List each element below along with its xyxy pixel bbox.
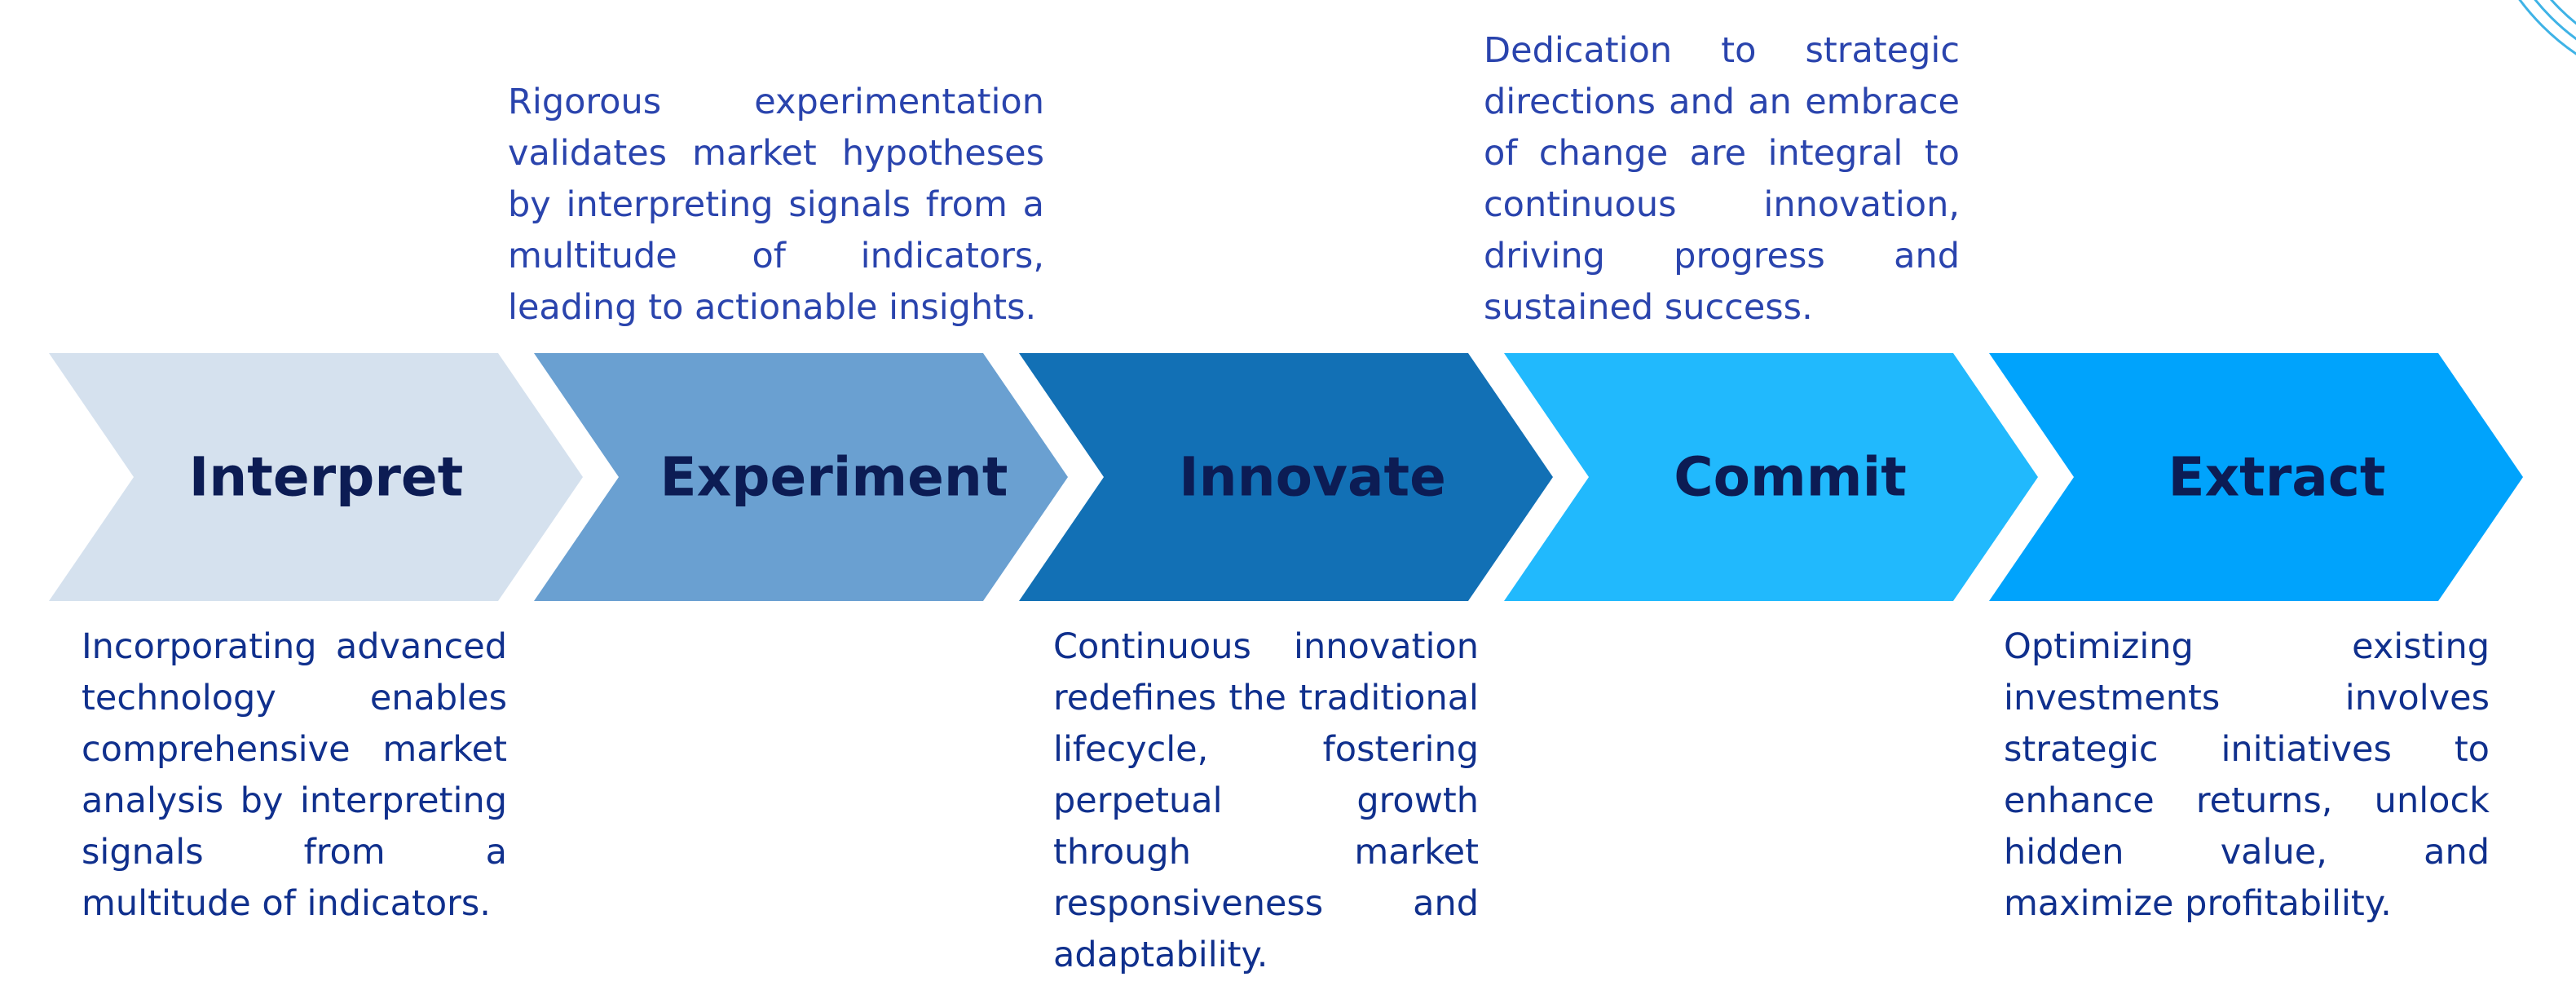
extract-label: Extract <box>2168 446 2386 509</box>
extract-description: Optimizing existing investments involves… <box>2004 626 2490 924</box>
commit-label: Commit <box>1674 446 1907 509</box>
extract-chevron <box>1989 353 2523 601</box>
corner-arc-1 <box>2550 0 2576 25</box>
innovate-description: Continuous innovation redefines the trad… <box>1053 626 1479 975</box>
experiment-chevron <box>534 353 1068 601</box>
interpret-description: Incorporating advanced technology enable… <box>82 626 507 924</box>
corner-arc-3 <box>2518 0 2576 55</box>
commit-description: Dedication to strategic directions and a… <box>1484 30 1960 328</box>
experiment-description: Rigorous experimentation validates marke… <box>508 82 1044 328</box>
interpret-chevron <box>49 353 583 601</box>
experiment-label: Experiment <box>660 446 1008 509</box>
interpret-label: Interpret <box>189 446 464 509</box>
innovate-label: Innovate <box>1179 446 1446 509</box>
commit-chevron <box>1504 353 2038 601</box>
innovate-chevron <box>1019 353 1553 601</box>
